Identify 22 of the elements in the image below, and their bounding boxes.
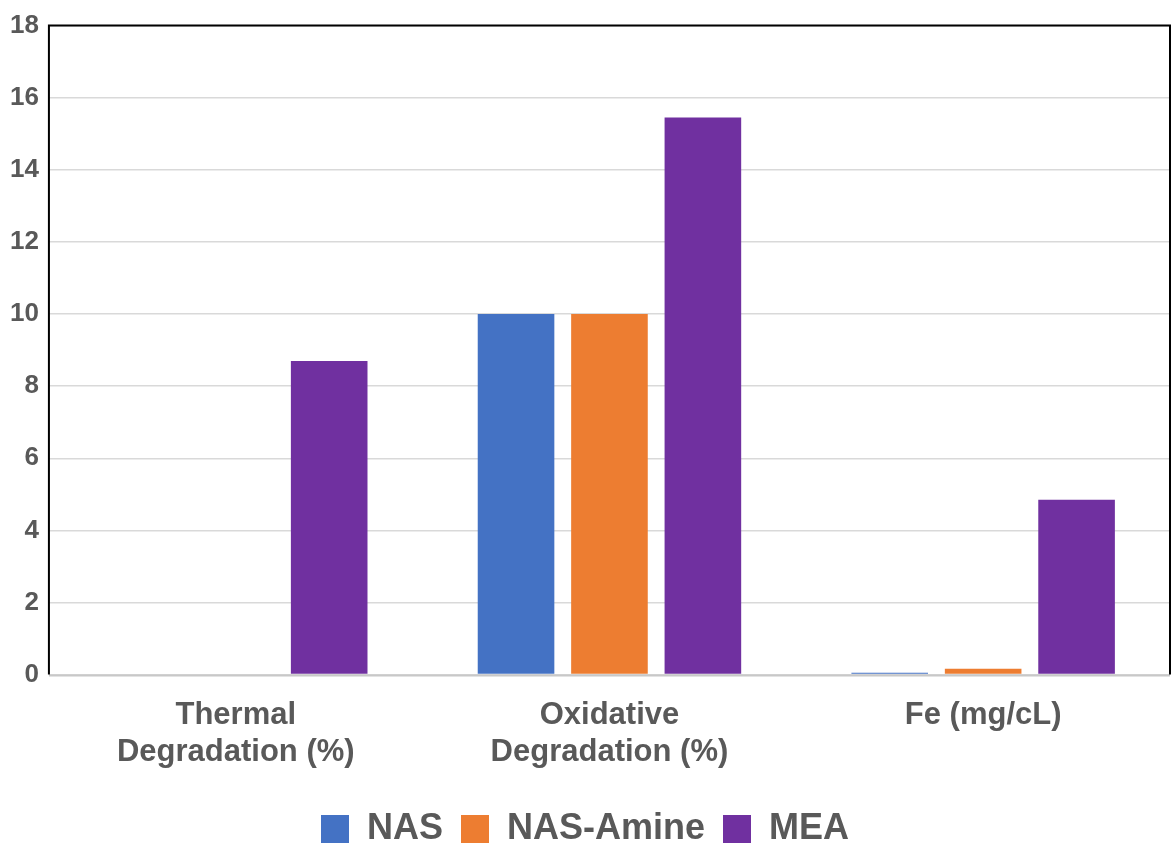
legend-label: NAS-Amine [507, 805, 706, 847]
y-tick-label: 10 [10, 297, 39, 328]
y-tick-label: 0 [24, 657, 39, 688]
y-tick-label: 8 [24, 369, 39, 400]
bar [1038, 499, 1115, 674]
bar [290, 360, 368, 674]
y-tick-label: 4 [24, 513, 40, 544]
y-tick-label: 2 [24, 585, 39, 616]
y-tick-label: 16 [10, 80, 39, 111]
y-tick-label: 6 [24, 441, 39, 472]
legend-label: NAS [366, 805, 443, 847]
bar [571, 314, 648, 674]
bar [944, 668, 1022, 674]
legend-label: MEA [769, 805, 850, 847]
x-tick-label: Oxidative Degradation (%) [490, 695, 729, 768]
x-tick-label: Fe (mg/cL) [904, 695, 1062, 731]
x-tick-label: Thermal Degradation (%) [116, 695, 355, 768]
bar [477, 314, 555, 674]
y-tick-label: 12 [10, 225, 39, 256]
y-tick-label: 14 [10, 152, 40, 183]
y-tick-label: 18 [10, 8, 39, 39]
bar [664, 117, 742, 674]
